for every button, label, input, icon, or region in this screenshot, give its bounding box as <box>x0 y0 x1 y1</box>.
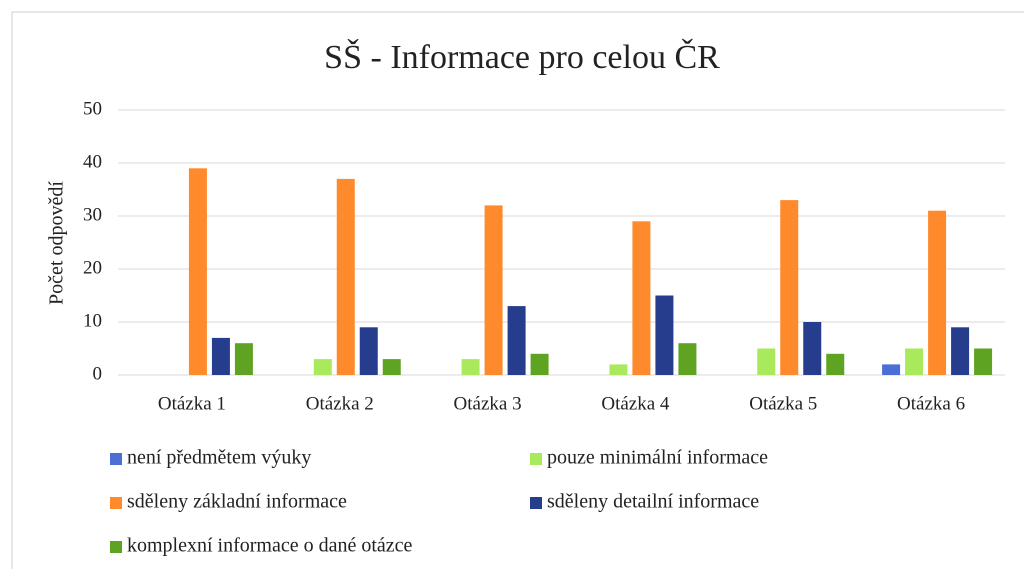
bar <box>951 327 970 375</box>
x-tick-label: Otázka 3 <box>454 393 522 414</box>
bar <box>632 221 651 375</box>
bar <box>234 343 253 375</box>
bar <box>336 178 355 375</box>
legend-label: sděleny základní informace <box>127 491 347 513</box>
legend-swatch <box>530 497 542 509</box>
bar <box>826 353 845 375</box>
legend-label: komplexní informace o dané otázce <box>127 535 413 557</box>
bar <box>211 337 230 375</box>
bar <box>655 295 674 375</box>
bar <box>882 364 901 375</box>
y-tick-label: 0 <box>93 363 103 384</box>
y-axis-label: Počet odpovědí <box>46 181 68 305</box>
legend-swatch <box>110 541 122 553</box>
bar <box>905 348 924 375</box>
bar <box>461 359 480 375</box>
bar <box>188 168 207 375</box>
bar <box>780 200 799 375</box>
y-tick-label: 20 <box>83 257 102 278</box>
y-tick-label: 10 <box>83 310 102 331</box>
legend-swatch <box>110 453 122 465</box>
bar <box>507 306 526 375</box>
legend-label: není předmětem výuky <box>127 447 311 469</box>
x-tick-label: Otázka 6 <box>897 393 965 414</box>
x-tick-label: Otázka 4 <box>601 393 670 414</box>
bar <box>974 348 993 375</box>
bar <box>609 364 628 375</box>
x-tick-label: Otázka 1 <box>158 393 226 414</box>
x-tick-label: Otázka 2 <box>306 393 374 414</box>
y-tick-label: 50 <box>83 98 102 119</box>
bar <box>382 359 401 375</box>
bar <box>803 322 822 375</box>
y-tick-label: 40 <box>83 151 102 172</box>
bar <box>530 353 549 375</box>
x-tick-label: Otázka 5 <box>749 393 817 414</box>
bar <box>359 327 378 375</box>
bar <box>757 348 776 375</box>
chart-title: SŠ - Informace pro celou ČR <box>324 38 720 76</box>
bar <box>313 359 332 375</box>
bar <box>678 343 697 375</box>
bar <box>928 210 947 375</box>
bar <box>484 205 503 375</box>
chart-frame <box>11 11 1024 569</box>
legend-swatch <box>110 497 122 509</box>
legend-label: pouze minimální informace <box>547 447 768 469</box>
legend-label: sděleny detailní informace <box>547 491 759 513</box>
legend-swatch <box>530 453 542 465</box>
y-tick-label: 30 <box>83 204 102 225</box>
